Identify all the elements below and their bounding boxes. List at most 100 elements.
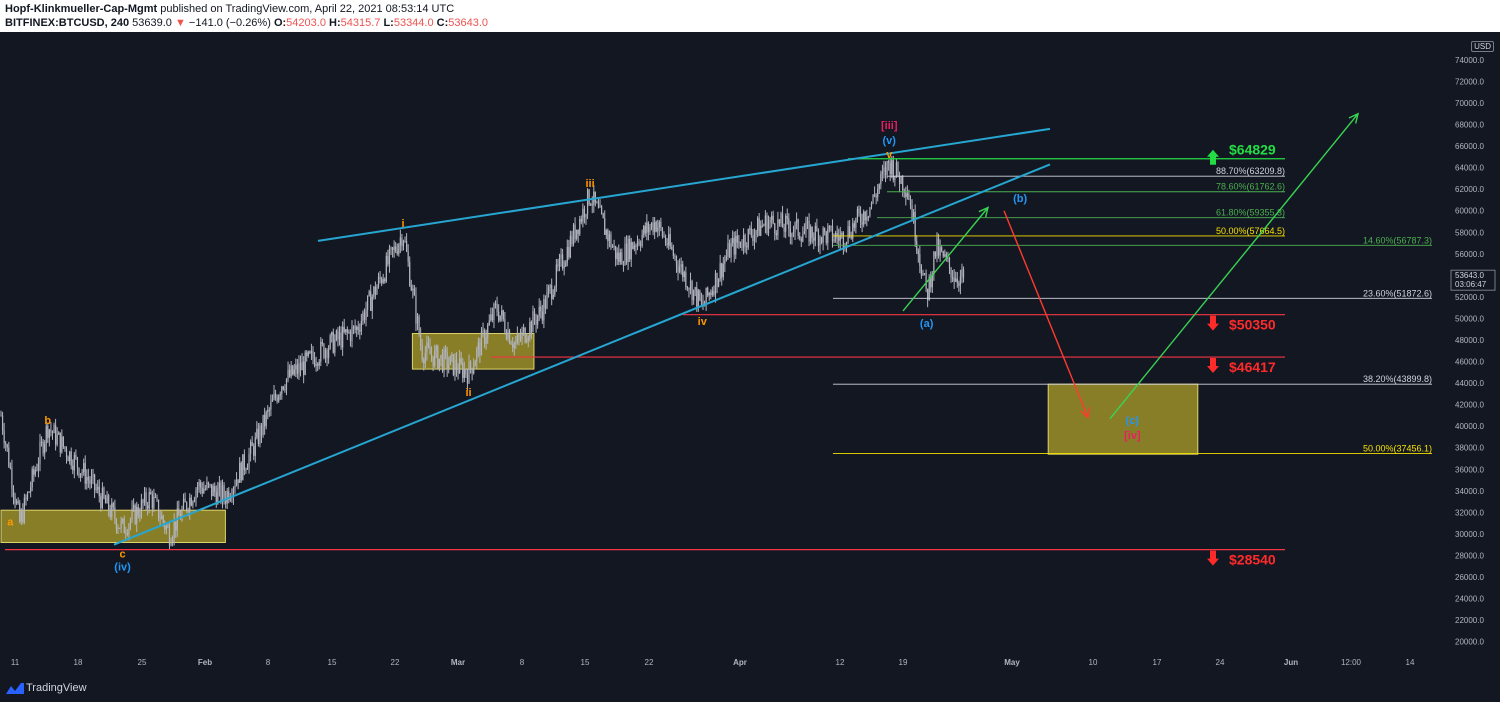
candle-body [844,245,846,248]
candle-body [820,237,823,243]
candle-body [744,235,746,247]
candle-body [117,527,119,530]
candle-body [373,286,375,297]
candle-body [621,252,623,265]
candle-body [902,176,904,191]
price-axis-tick: 26000.0 [1455,573,1484,582]
arrow-down-icon [1207,550,1219,566]
last-price: 53639.0 [132,17,172,29]
candle-body [343,326,345,333]
candle-body [523,327,525,332]
candle-body [810,226,812,242]
candle-body [131,508,133,520]
candle-body [660,221,662,229]
time-axis-tick: 8 [266,658,271,667]
candle-body [707,287,709,296]
candle-body [920,265,922,276]
candle-body [841,232,843,235]
candle-body [173,521,175,538]
candle-body [532,311,534,333]
candle-body [624,243,626,265]
candle-body [370,291,372,311]
currency-label[interactable]: USD [1471,41,1494,52]
candle-body [168,527,171,546]
candle-body [686,287,688,289]
candle-body [615,245,617,260]
candle-body [842,232,844,248]
candle-body [465,369,467,375]
symbol-name[interactable]: BITFINEX:BTCUSD, 240 [5,17,130,29]
candle-body [334,339,336,353]
candle-body [412,288,414,291]
candle-body [123,518,125,534]
candle-body [772,215,774,224]
candle-body [282,386,284,390]
candle-body [664,236,667,243]
candle-body [381,278,383,283]
candle-body [262,414,264,436]
candle-body [184,498,186,503]
open-label: O: [273,17,287,29]
time-axis-tick: 12:00 [1341,658,1362,667]
fib-level-label: 14.60%(56787.3) [1363,235,1432,245]
candle-body [142,499,144,503]
candle-body [281,386,283,394]
fib-level-label: 23.60%(51872.6) [1363,288,1432,298]
candle-body [65,448,68,457]
candle-body [449,355,451,365]
wave-label: (v) [883,135,897,147]
candle-body [296,364,298,374]
candle-body [193,499,196,502]
candle-body [73,454,75,471]
low-value: 53344.0 [393,17,434,29]
publisher-name[interactable]: Hopf-Klinkmueller-Cap-Mgmt [5,3,158,15]
candle-body [580,219,582,222]
candle-body [59,432,61,453]
candle-body [45,425,47,444]
wave-label: v [886,149,893,161]
projection-arrow-up [902,207,989,312]
candle-body [0,415,2,417]
candle-body [533,311,536,320]
candle-body [905,192,907,197]
candle-body [677,265,679,273]
time-axis-tick: 25 [138,658,147,667]
candle-body [97,486,99,490]
candle-body [406,241,408,252]
price-axis-tick: 70000.0 [1455,99,1484,108]
candle-body [516,334,518,343]
candle-body [430,354,433,357]
time-axis-tick: 15 [581,658,590,667]
candle-body [151,493,153,509]
candle-body [830,225,832,227]
candle-body [607,230,609,242]
candle-body [601,206,603,214]
candle-body [733,237,735,255]
candle-body [625,243,628,263]
candle-body [137,506,139,516]
candle-body [62,436,64,447]
symbol-info: BITFINEX:BTCUSD, 240 53639.0 ▼ −141.0 (−… [5,17,488,29]
price-axis-tick: 50000.0 [1455,314,1484,323]
candle-body [869,207,871,217]
candle-body [379,276,381,279]
time-axis-tick: 8 [520,658,525,667]
candle-body [139,515,141,517]
candle-body [652,222,654,233]
candle-body [544,299,547,309]
candle-body [750,228,752,236]
candle-body [1,415,4,431]
candle-body [484,330,486,344]
candle-body [26,492,29,500]
candle-body [393,246,395,250]
high-label: H: [329,17,341,29]
candle-body [746,246,748,248]
candle-body [423,359,425,364]
candle-body [590,204,592,206]
candle-body [732,237,734,244]
tradingview-brand[interactable]: TradingView [26,682,87,694]
candle-body [636,241,639,247]
candle-body [914,212,916,242]
candle-body [342,326,344,348]
price-chart[interactable]: $64829 $50350 $46417 $28540 88.70%(63209.8)… [0,32,1500,677]
